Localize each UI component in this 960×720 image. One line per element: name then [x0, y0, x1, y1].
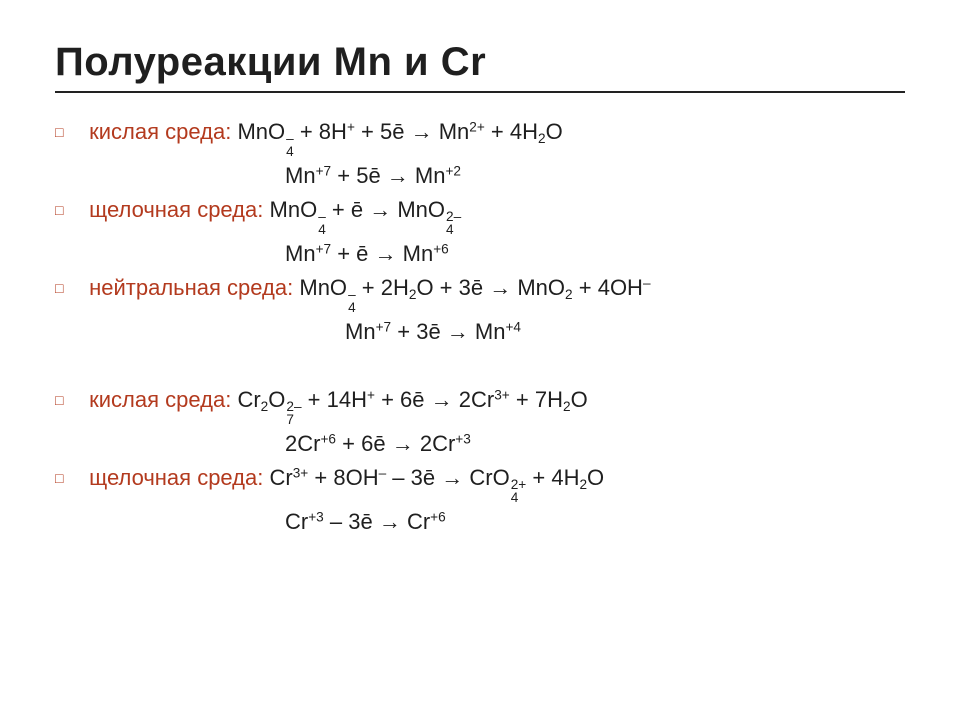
mn-neutral-full: нейтральная среда: MnO–4 + 2H2O + 3ē → M… [55, 271, 905, 315]
mn-alkaline-full: щелочная среда: MnO–4 + ē → MnO2–4 [55, 193, 905, 237]
title-divider [55, 91, 905, 93]
mn-alkaline-simple: Mn+7 + ē → Mn+6 [55, 237, 905, 271]
cr-alkaline-full: щелочная среда: Cr3+ + 8OH– – 3ē → CrO2+… [55, 461, 905, 505]
section-gap [55, 349, 905, 383]
cr-alkaline-simple: Cr+3 – 3ē → Cr+6 [55, 505, 905, 539]
mn-neutral-simple: Mn+7 + 3ē → Mn+4 [55, 315, 905, 349]
mn-acidic-full: кислая среда: MnO–4 + 8H+ + 5ē → Mn2+ + … [55, 115, 905, 159]
mn-acidic-simple: Mn+7 + 5ē → Mn+2 [55, 159, 905, 193]
cr-acidic-simple: 2Cr+6 + 6ē → 2Cr+3 [55, 427, 905, 461]
cr-acidic-full: кислая среда: Cr2O2–7 + 14H+ + 6ē → 2Cr3… [55, 383, 905, 427]
slide-title: Полуреакции Mn и Cr [55, 40, 905, 85]
